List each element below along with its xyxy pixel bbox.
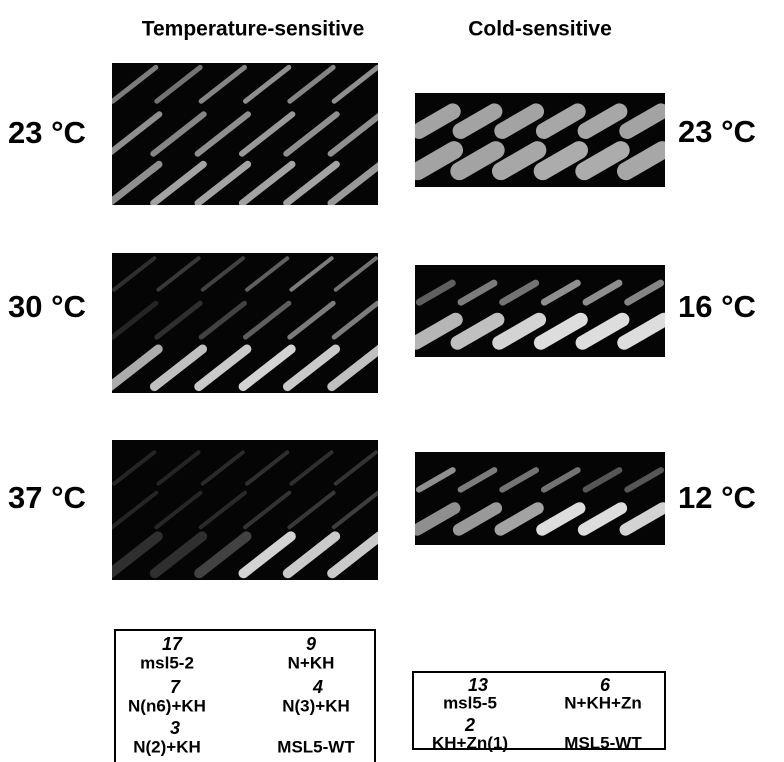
strain-number: 4 — [312, 677, 323, 697]
strain-name: N+KH — [288, 653, 335, 672]
strain-name: KH+Zn(1) — [432, 733, 508, 752]
strain-number: 6 — [600, 675, 611, 695]
strain-name: N+KH+Zn — [564, 693, 641, 712]
plate-image — [112, 253, 378, 393]
column-header: Cold-sensitive — [468, 18, 612, 41]
strain-name: N(3)+KH — [282, 696, 350, 715]
temperature-label: 16 °C — [678, 289, 756, 324]
strain-number: 7 — [170, 677, 181, 697]
plate-image — [112, 63, 378, 205]
strain-number: 9 — [306, 634, 316, 654]
column-header: Temperature-sensitive — [142, 18, 365, 41]
strain-number: 2 — [464, 715, 475, 735]
strain-name: msl5-5 — [443, 693, 497, 712]
strain-number: 13 — [468, 675, 488, 695]
strain-name: msl5-2 — [140, 653, 194, 672]
strain-name: N(n6)+KH — [128, 696, 206, 715]
page: {"headers": {"left": "Temperature-sensit… — [0, 0, 784, 762]
temperature-label: 30 °C — [8, 289, 86, 324]
figure: Temperature-sensitive Cold-sensitive 23 … — [0, 0, 784, 762]
temperature-label: 23 °C — [678, 114, 756, 149]
plate-image — [112, 440, 378, 580]
temperature-label: 37 °C — [8, 480, 86, 515]
strain-number: 3 — [170, 718, 180, 738]
strain-name: MSL5-WT — [277, 737, 355, 756]
strain-name: MSL5-WT — [564, 733, 642, 752]
strain-number: 17 — [162, 634, 183, 654]
plate-images — [104, 63, 675, 580]
strain-name: N(2)+KH — [133, 737, 201, 756]
temperature-label: 12 °C — [678, 480, 756, 515]
temperature-label: 23 °C — [8, 115, 86, 150]
